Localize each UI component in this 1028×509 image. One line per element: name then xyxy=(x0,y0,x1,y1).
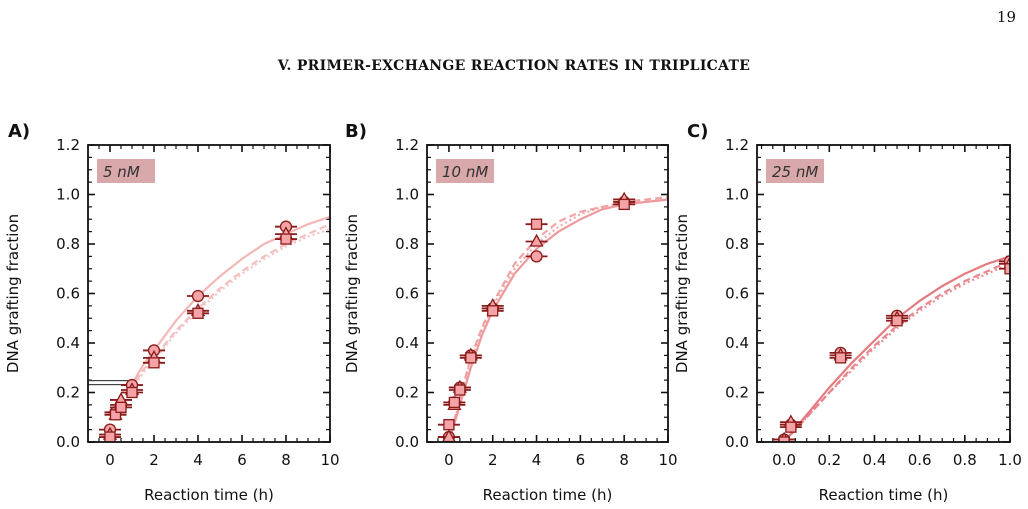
y-tick-label: 0.4 xyxy=(56,334,80,352)
x-tick-label: 8 xyxy=(619,451,629,469)
y-tick-label: 1.2 xyxy=(56,136,80,154)
data-point-square xyxy=(448,396,461,409)
data-point-square xyxy=(104,431,116,442)
x-tick-label: 0 xyxy=(444,451,454,469)
y-tick-label: 0.8 xyxy=(725,235,749,253)
y-tick-label: 1.0 xyxy=(395,186,419,204)
panel-letter: A) xyxy=(8,121,30,142)
panel-letter: B) xyxy=(345,121,367,142)
x-tick-label: 4 xyxy=(193,451,203,469)
x-tick-label: 0.4 xyxy=(863,451,887,469)
fit-line-dotted xyxy=(447,198,668,442)
y-axis-label: DNA grafting fraction xyxy=(673,214,691,373)
plot-frame xyxy=(87,144,331,443)
baseline-bar xyxy=(88,380,129,386)
x-tick-label: 6 xyxy=(237,451,247,469)
y-tick-label: 1.0 xyxy=(56,186,80,204)
chart-panel-2: B) 10 nM 0.0 0.2 0.4 0.6 0.8 1.0 1.2 0 2 4 6 8 10 React… xyxy=(343,121,678,504)
concentration-label-box xyxy=(766,159,824,183)
x-tick-label: 1.0 xyxy=(998,451,1022,469)
section-title: V. PRIMER-EXCHANGE REACTION RATES IN TRI… xyxy=(277,58,751,74)
concentration-label-box xyxy=(97,159,155,183)
y-tick-label: 0.4 xyxy=(725,334,749,352)
data-point-square xyxy=(280,233,292,245)
x-tick-label: 8 xyxy=(281,451,291,469)
y-tick-label: 0.6 xyxy=(725,285,749,303)
x-tick-label: 2 xyxy=(488,451,498,469)
data-point-square xyxy=(192,307,204,319)
data-point-square xyxy=(465,352,477,364)
data-point-square xyxy=(443,419,455,431)
x-tick-label: 2 xyxy=(149,451,159,469)
y-tick-label: 0.0 xyxy=(395,433,419,451)
y-tick-label: 0.2 xyxy=(56,384,80,402)
data-point-square xyxy=(618,198,630,211)
x-tick-label: 10 xyxy=(658,451,677,469)
data-point-square xyxy=(778,436,790,442)
plot-area xyxy=(437,191,668,442)
data-point-triangle xyxy=(529,233,544,247)
plot-area xyxy=(773,255,1010,442)
concentration-label: 25 nM xyxy=(772,163,818,181)
fit-line-solid xyxy=(783,255,1010,442)
data-point-square xyxy=(834,352,847,364)
plot-frame xyxy=(756,144,1011,443)
data-point-square xyxy=(530,218,543,230)
plot-frame xyxy=(426,144,669,443)
data-point-square xyxy=(1004,263,1010,275)
y-tick-label: 0.0 xyxy=(725,433,749,451)
y-tick-label: 1.2 xyxy=(725,136,749,154)
concentration-label: 10 nM xyxy=(442,163,488,181)
y-tick-label: 0.4 xyxy=(395,334,419,352)
concentration-label: 5 nM xyxy=(103,163,140,181)
x-tick-label: 0.2 xyxy=(817,451,841,469)
y-tick-label: 0.2 xyxy=(725,384,749,402)
fit-line-solid xyxy=(128,215,330,389)
data-point-square xyxy=(126,386,138,399)
fit-line-dashed xyxy=(783,260,1010,442)
y-tick-label: 0.8 xyxy=(395,235,419,253)
fit-line-dotted xyxy=(783,262,1010,442)
y-tick-label: 1.0 xyxy=(725,186,749,204)
data-point-square xyxy=(785,421,797,433)
plot-area xyxy=(88,215,330,442)
x-tick-label: 0 xyxy=(105,451,115,469)
x-axis-label: Reaction time (h) xyxy=(819,486,949,504)
y-axis-label: DNA grafting fraction xyxy=(343,214,361,373)
data-point-square xyxy=(454,384,466,396)
y-tick-label: 0.8 xyxy=(56,235,80,253)
y-tick-label: 0.2 xyxy=(395,384,419,402)
y-axis-label: DNA grafting fraction xyxy=(4,214,22,373)
x-tick-label: 0.0 xyxy=(772,451,796,469)
data-point-circle xyxy=(191,289,205,303)
y-tick-label: 0.6 xyxy=(395,285,419,303)
chart-panel-1: A) 5 nM 0.0 0.2 0.4 0.6 0.8 1.0 1.2 0 2 4 6 8 10 Reacti… xyxy=(4,121,340,504)
data-point-square xyxy=(148,357,160,369)
y-tick-label: 1.2 xyxy=(395,136,419,154)
data-point-square xyxy=(115,401,127,414)
fit-line-dashed xyxy=(128,223,330,391)
fit-line-solid xyxy=(447,198,668,442)
x-axis-label: Reaction time (h) xyxy=(483,486,613,504)
fit-line-dashed xyxy=(447,195,668,442)
x-tick-label: 0.8 xyxy=(953,451,977,469)
x-tick-label: 0.6 xyxy=(908,451,932,469)
y-tick-label: 0.0 xyxy=(56,433,80,451)
fit-line-dotted xyxy=(128,228,330,394)
x-axis-label: Reaction time (h) xyxy=(144,486,274,504)
x-tick-label: 6 xyxy=(576,451,586,469)
x-tick-label: 4 xyxy=(532,451,542,469)
panel-letter: C) xyxy=(687,121,708,142)
x-tick-label: 10 xyxy=(320,451,339,469)
y-tick-label: 0.6 xyxy=(56,285,80,303)
data-point-square xyxy=(891,315,903,327)
data-point-circle xyxy=(530,250,543,263)
chart-panel-3: C) 25 nM 0.0 0.2 0.4 0.6 0.8 1.0 1.2 0.0 0.2 0.4 0.6… xyxy=(673,121,1022,504)
data-point-square xyxy=(487,305,499,317)
page-number: 19 xyxy=(996,8,1016,26)
concentration-label-box xyxy=(436,159,494,183)
